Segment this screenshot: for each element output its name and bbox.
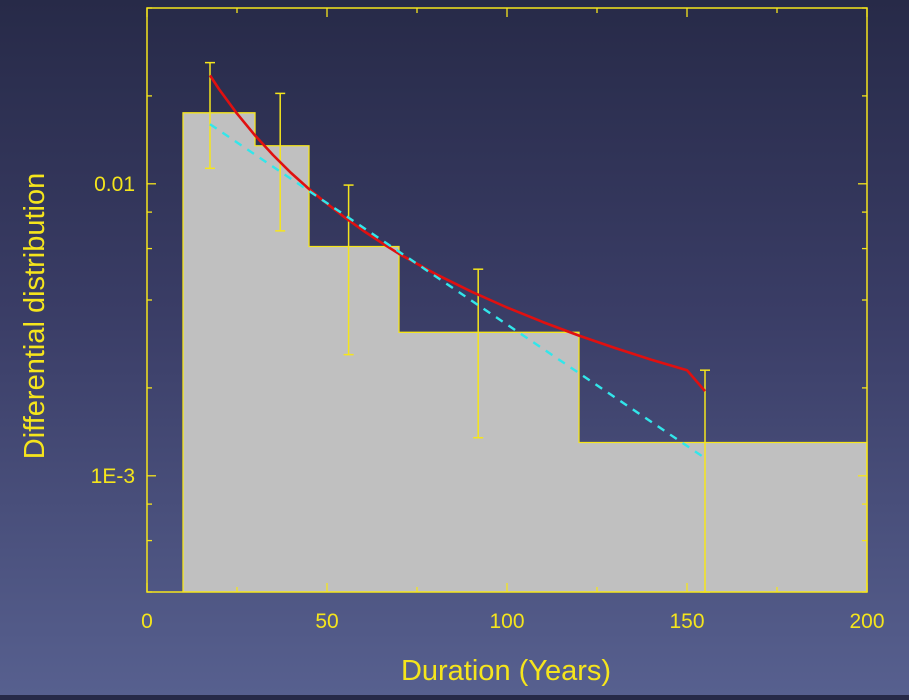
- x-tick-label: 150: [669, 610, 704, 633]
- series-lines: [208, 74, 706, 460]
- histogram-bar-5: [579, 442, 867, 592]
- histogram-bar-4: [399, 332, 579, 592]
- solid-fit-line: [208, 74, 706, 392]
- x-tick-label: 200: [849, 610, 884, 633]
- error-bar-1: [205, 61, 215, 170]
- error-bar-4: [473, 268, 484, 439]
- histogram-bar-2: [255, 145, 309, 592]
- x-tick-label: 50: [315, 610, 338, 633]
- axes: 0 50 100 150 200 1E-3 0.01: [91, 7, 885, 633]
- histogram-bar-1: [183, 112, 255, 592]
- y-tick-label: 1E-3: [91, 465, 135, 488]
- histogram-bar-3: [309, 246, 399, 592]
- x-axis-title: Duration (Years): [401, 655, 611, 687]
- x-tick-label: 100: [489, 610, 524, 633]
- dashed-fit-line: [209, 123, 706, 460]
- error-bar-3: [343, 184, 354, 356]
- y-tick-label: 0.01: [94, 173, 135, 196]
- histogram-outline: [182, 112, 868, 592]
- x-tick-label: 0: [141, 610, 153, 633]
- y-axis-title: Differential distribution: [19, 173, 51, 459]
- histogram-bars: [182, 112, 868, 592]
